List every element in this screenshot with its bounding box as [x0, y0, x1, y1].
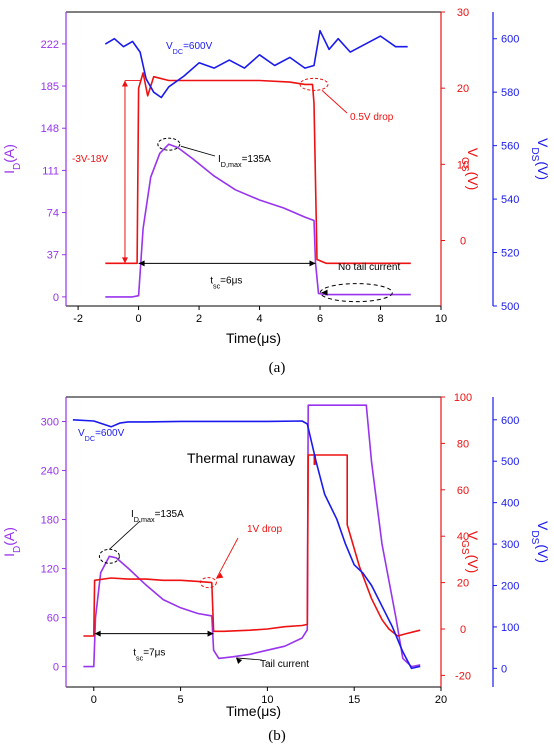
p0-x-tick-label: 2: [196, 313, 202, 325]
p0-swing-arrowhead-top: [121, 80, 128, 87]
p0-swing-arrowhead-bottom: [121, 257, 128, 264]
p1-drop-label: 1V drop: [247, 524, 282, 535]
p0-vds-tick-label: 600: [501, 34, 519, 46]
p0-vdc-label: VDC=600V: [166, 41, 213, 56]
p0-tail-marker: [319, 283, 393, 303]
p1-idmax-label: ID,max=135A: [131, 509, 184, 524]
p1-vgs-series-line: [83, 454, 421, 637]
p1-vds-tick-label: 200: [501, 581, 519, 593]
p1-vds-tick-label: 400: [501, 498, 519, 510]
p0-id-tick-label: 74: [47, 208, 59, 220]
p1-x-tick-label: 5: [178, 694, 184, 706]
p0-vds-tick-label: 540: [501, 194, 519, 206]
p1-idmax-leader: [109, 520, 141, 550]
p1-id-series-line: [83, 404, 421, 668]
p1-vdc-label: VDC=600V: [78, 428, 125, 443]
p1-id-tick-label: 120: [41, 564, 59, 576]
p0-x-tick-label: -2: [73, 313, 83, 325]
p1-x-axis-label: Time(μs): [226, 703, 281, 719]
p1-id-tick-label: 0: [53, 662, 59, 674]
p1-id-tick-label: 60: [47, 613, 59, 625]
p0-x-tick-label: 0: [136, 313, 142, 325]
p0-vgs-tick-label: 10: [457, 159, 469, 171]
p1-tsc-arrowhead-right: [207, 630, 214, 637]
p1-vds-axis-label: VDS(V): [530, 521, 552, 563]
p1-vgs-axis-label: VGS(V): [460, 531, 482, 574]
p1-id-tick-label: 240: [41, 466, 59, 478]
p0-id-tick-label: 148: [41, 123, 59, 135]
p0-vds-series-line: [104, 29, 408, 99]
p1-drop-arrowhead: [216, 572, 224, 579]
p0-id-tick-label: 222: [41, 39, 59, 51]
p0-tsc-label: tsc=6μs: [210, 275, 242, 290]
p1-vgs-tick-label: 100: [454, 392, 472, 404]
p1-vds-tick-label: 600: [501, 415, 519, 427]
p1-x-tick-label: 15: [348, 694, 360, 706]
p1-vgs-tick-label: 40: [457, 531, 469, 543]
p0-vgs-tick-label: 20: [457, 83, 469, 95]
p1-tail-label: Tail current: [260, 659, 309, 670]
p1-tsc-arrowhead-left: [94, 630, 101, 637]
p0-id-tick-label: 185: [41, 81, 59, 93]
p0-id-tick-label: 37: [47, 250, 59, 262]
p0-tail-label: No tail current: [338, 262, 400, 273]
p1-drop-leader: [215, 537, 239, 579]
p0-id-tick-label: 111: [42, 165, 59, 177]
p0-x-tick-label: 4: [256, 313, 262, 325]
p0-vgs-series-line: [105, 72, 411, 265]
p1-id-tick-label: 180: [41, 515, 59, 527]
p1-vgs-tick-label: 60: [457, 485, 469, 497]
p1-vds-series-line: [72, 419, 421, 670]
p0-vds-tick-label: 500: [501, 301, 519, 313]
p0-idmax-label: ID,max=135A: [218, 154, 271, 169]
p1-x-tick-label: 20: [435, 694, 447, 706]
p0-idmax-marker: [157, 137, 181, 151]
p1-id-tick-label: 300: [41, 417, 59, 429]
p1-vds-tick-label: 500: [501, 456, 519, 468]
p0-panel-caption: (a): [269, 360, 286, 376]
p0-x-tick-label: 8: [377, 313, 383, 325]
p1-vds-tick-label: 300: [501, 539, 519, 551]
p0-id-series-line: [105, 143, 411, 298]
p1-id-axis-label: ID(A): [1, 527, 23, 557]
p0-drop-leader: [321, 90, 348, 114]
p1-tail-leader: [236, 657, 263, 661]
p1-vds-tick-label: 0: [501, 663, 507, 675]
p0-drop-label: 0.5V drop: [350, 112, 394, 123]
p0-vds-tick-label: 560: [501, 141, 519, 153]
p0-vds-tick-label: 580: [501, 87, 519, 99]
p0-tsc-arrowhead-left: [138, 260, 145, 267]
p1-tail-arrowhead: [236, 657, 243, 664]
p0-id-tick-label: 0: [53, 292, 59, 304]
p0-vds-tick-label: 520: [501, 248, 519, 260]
p1-vds-tick-label: 100: [501, 622, 519, 634]
p0-swing-label: -3V-18V: [72, 154, 108, 165]
p1-drop-marker: [199, 577, 217, 589]
p1-x-tick-label: 0: [91, 694, 97, 706]
p0-idmax-leader: [180, 145, 216, 157]
p0-vgs-tick-label: 0: [460, 235, 466, 247]
p1-tsc-label: tsc=7μs: [133, 648, 165, 663]
p1-x-tick-label: 10: [261, 694, 273, 706]
p0-vds-axis-label: VDS(V): [530, 138, 552, 180]
p0-id-axis-label: ID(A): [1, 144, 23, 174]
p0-vgs-tick-label: 30: [457, 7, 469, 19]
p1-vgs-tick-label: 80: [457, 438, 469, 450]
p0-x-axis-label: Time(μs): [226, 330, 281, 346]
p1-vgs-tick-label: 20: [457, 578, 469, 590]
p0-x-tick-label: 6: [317, 313, 323, 325]
p1-panel-caption: (b): [268, 728, 286, 744]
p0-tail-arrowhead: [321, 289, 328, 296]
p0-x-tick-label: 10: [435, 313, 447, 325]
p0-vgs-axis-label: VGS(V): [460, 148, 482, 191]
p0-tsc-arrowhead-right: [309, 260, 316, 267]
p1-vgs-tick-label: 0: [460, 624, 466, 636]
p1-runaway-label: Thermal runaway: [187, 450, 295, 466]
p0-drop-marker: [299, 77, 329, 91]
p1-vgs-tick-label: -20: [455, 670, 471, 682]
